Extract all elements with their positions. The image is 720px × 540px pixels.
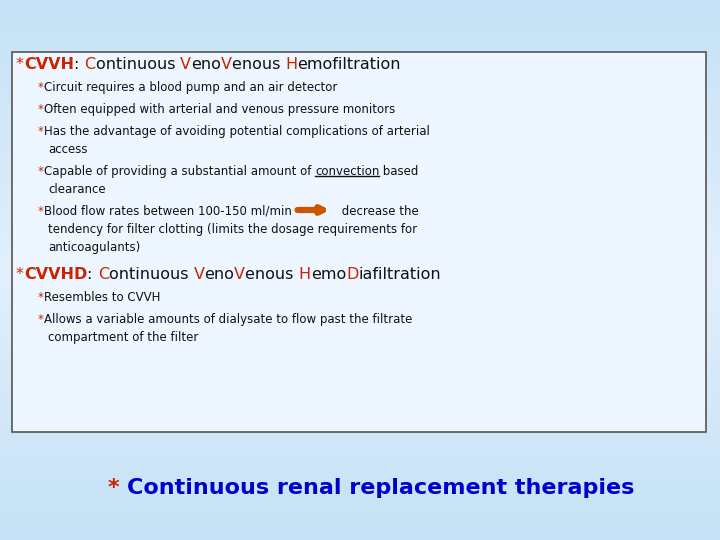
Text: V: V — [180, 57, 191, 72]
Text: Circuit requires a blood pump and an air detector: Circuit requires a blood pump and an air… — [44, 81, 337, 94]
Text: V: V — [194, 267, 204, 282]
Text: eno: eno — [204, 267, 235, 282]
Text: clearance: clearance — [48, 183, 106, 196]
Text: *: * — [38, 205, 44, 218]
Text: H: H — [286, 57, 297, 72]
Text: eno: eno — [191, 57, 221, 72]
Text: CVVHD: CVVHD — [24, 267, 87, 282]
Text: Allows a variable amounts of dialysate to flow past the filtrate: Allows a variable amounts of dialysate t… — [44, 313, 413, 326]
Text: access: access — [48, 143, 88, 156]
Text: Capable of providing a substantial amount of: Capable of providing a substantial amoun… — [44, 165, 315, 178]
Text: *: * — [38, 125, 44, 138]
Text: *: * — [16, 267, 24, 282]
Text: iafiltration: iafiltration — [359, 267, 441, 282]
Text: Blood flow rates between 100-150 ml/min: Blood flow rates between 100-150 ml/min — [44, 205, 292, 218]
Text: tendency for filter clotting (limits the dosage requirements for: tendency for filter clotting (limits the… — [48, 223, 417, 236]
Text: H: H — [299, 267, 311, 282]
Text: *: * — [38, 313, 44, 326]
Text: enous: enous — [246, 267, 299, 282]
Text: V: V — [221, 57, 232, 72]
Text: Resembles to CVVH: Resembles to CVVH — [44, 291, 161, 304]
Text: compartment of the filter: compartment of the filter — [48, 331, 199, 344]
Text: convection: convection — [315, 165, 379, 178]
Text: V: V — [235, 267, 246, 282]
Text: Often equipped with arterial and venous pressure monitors: Often equipped with arterial and venous … — [44, 103, 395, 116]
Text: based: based — [379, 165, 419, 178]
Text: *: * — [38, 81, 44, 94]
Text: *: * — [38, 291, 44, 304]
Text: anticoagulants): anticoagulants) — [48, 241, 140, 254]
Text: :: : — [87, 267, 98, 282]
Text: D: D — [346, 267, 359, 282]
Text: *: * — [16, 57, 24, 72]
Text: *: * — [108, 478, 127, 498]
Text: Has the advantage of avoiding potential complications of arterial: Has the advantage of avoiding potential … — [44, 125, 430, 138]
Text: CVVH: CVVH — [24, 57, 74, 72]
Text: ontinuous: ontinuous — [109, 267, 194, 282]
Text: C: C — [84, 57, 96, 72]
Text: decrease the: decrease the — [338, 205, 418, 218]
Text: :: : — [74, 57, 84, 72]
Text: *: * — [38, 103, 44, 116]
Text: Continuous renal replacement therapies: Continuous renal replacement therapies — [127, 478, 635, 498]
Text: enous: enous — [232, 57, 286, 72]
Text: *: * — [38, 165, 44, 178]
FancyBboxPatch shape — [12, 52, 706, 432]
Text: emo: emo — [311, 267, 346, 282]
Text: C: C — [98, 267, 109, 282]
Text: emofiltration: emofiltration — [297, 57, 401, 72]
Text: ontinuous: ontinuous — [96, 57, 180, 72]
